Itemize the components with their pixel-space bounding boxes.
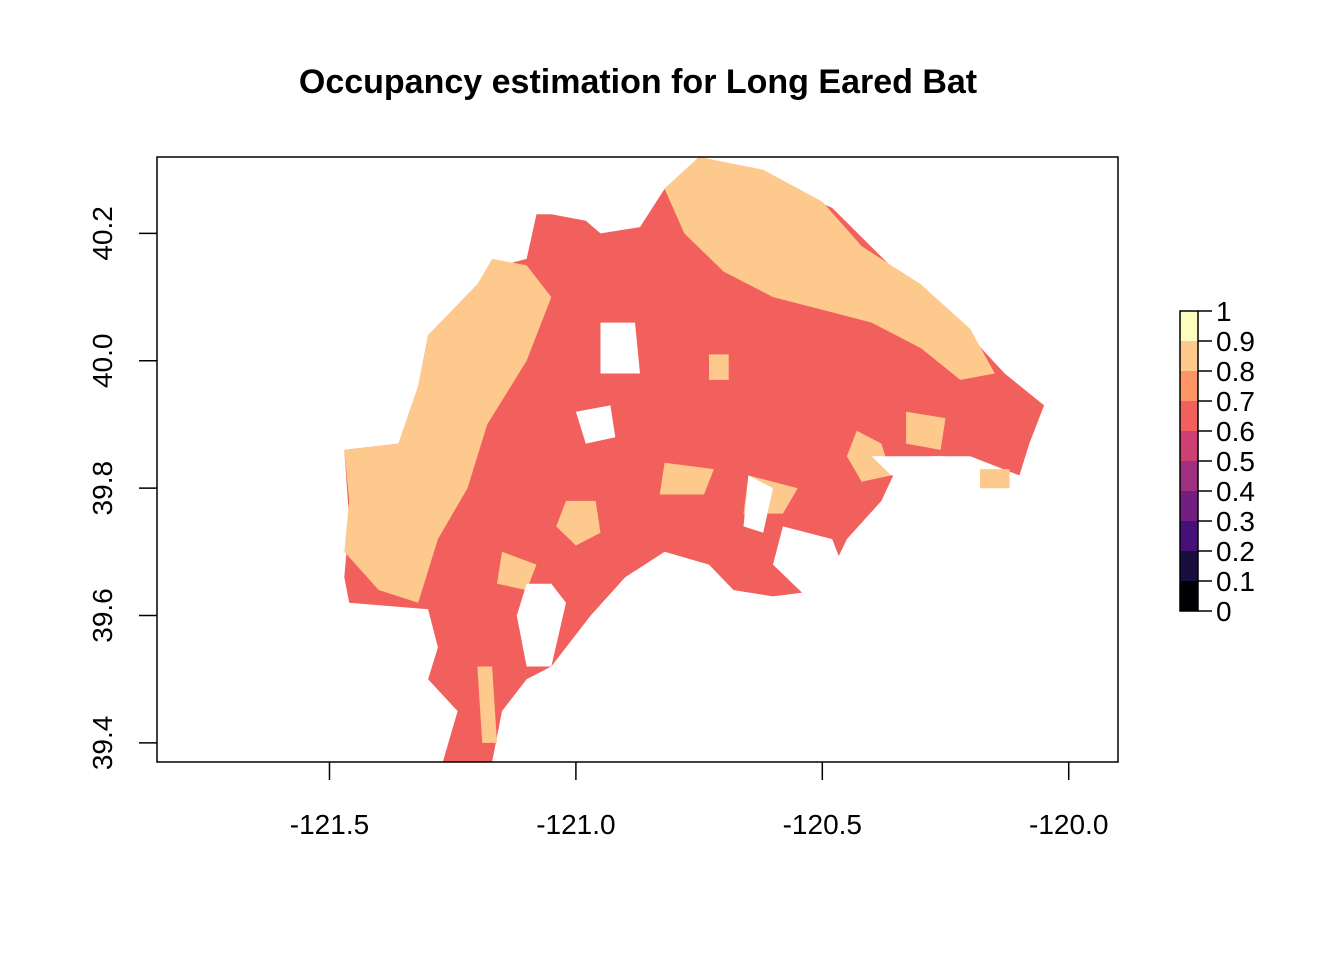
map-region-16	[743, 475, 773, 533]
y-axis: 39.4 39.6 39.8 40.0 40.2	[87, 206, 157, 770]
y-tick-label: 39.8	[87, 461, 118, 516]
legend-swatch	[1180, 581, 1198, 611]
map-region-15	[575, 405, 616, 444]
map-region-9	[709, 354, 729, 380]
map-region-13	[516, 583, 566, 667]
map-region-8	[659, 462, 714, 495]
legend-label: 0.4	[1216, 476, 1255, 507]
legend-label: 0.7	[1216, 386, 1255, 417]
map-region-14	[600, 322, 640, 374]
legend-swatch	[1180, 491, 1198, 521]
legend-swatch	[1180, 521, 1198, 551]
legend-swatch	[1180, 461, 1198, 491]
legend-label: 0.9	[1216, 326, 1255, 357]
chart-title: Occupancy estimation for Long Eared Bat	[299, 63, 977, 101]
legend-label: 0.3	[1216, 506, 1255, 537]
legend-label: 0.2	[1216, 536, 1255, 567]
legend-label: 0.5	[1216, 446, 1255, 477]
legend-label: 0.8	[1216, 356, 1255, 387]
map-region-18	[871, 456, 980, 476]
legend-swatch	[1180, 431, 1198, 461]
legend-label: 0	[1216, 596, 1232, 627]
map-region-1	[344, 258, 552, 603]
legend-swatch	[1180, 401, 1198, 431]
map-region-7	[497, 551, 537, 591]
plot-frame	[156, 156, 1119, 763]
y-tick-label: 40.0	[87, 334, 118, 389]
legend-swatch	[1180, 551, 1198, 581]
map-region-10	[980, 469, 1010, 489]
legend-swatch	[1180, 341, 1198, 371]
map-region-12	[408, 500, 419, 533]
y-tick-label: 40.2	[87, 206, 118, 261]
map-region-2	[664, 157, 995, 380]
map-region-17	[773, 526, 852, 603]
color-legend: 00.10.20.30.40.50.60.70.80.91	[1179, 296, 1255, 627]
legend-label: 1	[1216, 296, 1232, 327]
legend-label: 0.6	[1216, 416, 1255, 447]
map-region-3	[556, 500, 601, 546]
y-tick-label: 39.6	[87, 588, 118, 643]
x-tick-label: -120.0	[1029, 809, 1108, 840]
x-tick-label: -120.5	[783, 809, 862, 840]
x-axis: -121.5 -121.0 -120.5 -120.0	[290, 762, 1108, 840]
map-region-6	[906, 411, 946, 450]
map-region-5	[846, 430, 892, 482]
legend-label: 0.1	[1216, 566, 1255, 597]
map-region-11	[477, 666, 497, 743]
y-tick-label: 39.4	[87, 716, 118, 771]
legend-swatch	[1180, 371, 1198, 401]
x-tick-label: -121.5	[290, 809, 369, 840]
map-raster-layer	[344, 157, 1045, 762]
legend-swatch	[1180, 311, 1198, 341]
x-tick-label: -121.0	[536, 809, 615, 840]
